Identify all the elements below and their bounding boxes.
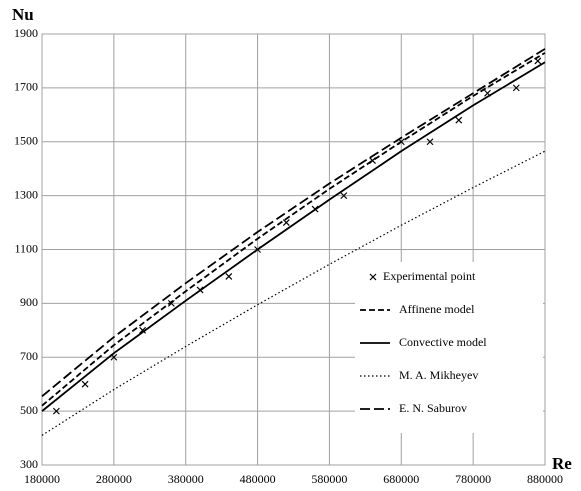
data-point bbox=[282, 219, 290, 226]
series-line bbox=[41, 52, 546, 407]
y-tick-label: 700 bbox=[20, 349, 38, 363]
series-line bbox=[41, 48, 546, 398]
legend-label: Convective model bbox=[399, 335, 487, 349]
series-line bbox=[41, 150, 546, 436]
y-tick-label: 500 bbox=[20, 403, 38, 417]
data-point bbox=[340, 192, 348, 200]
series-line bbox=[41, 61, 546, 412]
legend-box bbox=[355, 262, 543, 433]
y-tick-label: 1500 bbox=[14, 134, 38, 148]
data-point bbox=[512, 84, 520, 92]
x-tick-label: 880000 bbox=[527, 472, 563, 486]
data-point bbox=[455, 116, 463, 124]
y-tick-label: 1700 bbox=[14, 80, 38, 94]
data-point bbox=[426, 138, 434, 146]
y-tick-label: 300 bbox=[20, 457, 38, 471]
data-point bbox=[52, 407, 60, 415]
data-point bbox=[225, 273, 233, 280]
y-tick-label: 1300 bbox=[14, 187, 38, 201]
x-tick-label: 780000 bbox=[455, 472, 491, 486]
x-tick-label: 480000 bbox=[240, 472, 276, 486]
y-tick-label: 1900 bbox=[14, 26, 38, 40]
x-tick-label: 380000 bbox=[168, 472, 204, 486]
y-tick-label: 900 bbox=[20, 295, 38, 309]
x-axis-title: Re bbox=[552, 454, 572, 473]
x-tick-label: 580000 bbox=[311, 472, 347, 486]
legend-label: E. N. Saburov bbox=[399, 401, 467, 415]
x-tick-label: 280000 bbox=[96, 472, 132, 486]
x-tick-label: 680000 bbox=[383, 472, 419, 486]
plot-frame bbox=[41, 33, 546, 466]
legend-label: Experimental point bbox=[383, 269, 476, 283]
legend-label: Affinene model bbox=[399, 302, 475, 316]
x-tick-label: 180000 bbox=[24, 472, 60, 486]
data-point bbox=[81, 380, 89, 388]
legend-label: M. A. Mikheyev bbox=[399, 368, 478, 382]
y-axis-title: Nu bbox=[12, 5, 34, 24]
legend-marker bbox=[369, 273, 377, 281]
data-point bbox=[139, 326, 147, 334]
y-tick-label: 1100 bbox=[14, 241, 38, 255]
